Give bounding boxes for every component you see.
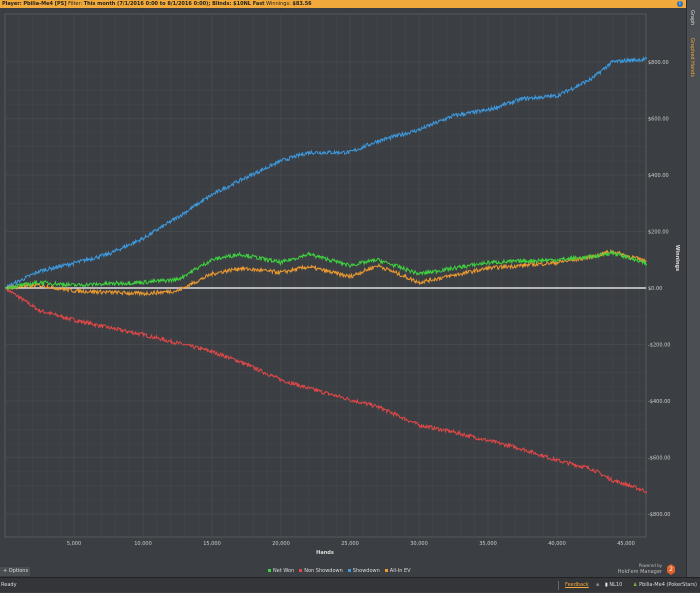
powered-by: Powered by Hold'em Manager <box>617 563 662 575</box>
filter-bar: Player: Pbilia-Me4 [PS] Filter: This mon… <box>0 0 686 8</box>
legend-net-won[interactable]: Net Won <box>268 568 294 574</box>
options-button[interactable]: + Options <box>0 567 30 576</box>
tab-graph[interactable]: Graph <box>689 10 695 26</box>
info-icon[interactable]: i <box>677 1 683 7</box>
tab-graphed-hands[interactable]: Graphed Hands <box>689 38 695 77</box>
options-label: Options <box>8 568 29 574</box>
filter-value[interactable]: This month (7/1/2016 0:00 to 8/1/2016 0:… <box>83 1 265 7</box>
y-tick-label: -$400.00 <box>648 399 670 405</box>
series-line-non-showdown <box>4 287 648 495</box>
winnings-value: $83.56 <box>292 1 312 7</box>
y-axis-label: Winnings <box>674 245 680 271</box>
chart-legend: Net Won Non Showdown Showdown All-In EV <box>268 568 411 574</box>
legend-non-showdown[interactable]: Non Showdown <box>299 568 343 574</box>
filter-label: Filter: <box>68 1 83 7</box>
x-tick-label: 10,000 <box>134 541 152 547</box>
plot-area <box>4 13 647 538</box>
winnings-chart: 5,000 10,000 15,000 20,000 25,000 30,000 35,00… <box>4 13 680 556</box>
status-bar: Ready Feedback ▪ ▮ NL10 ♟ Pbilia-Me4 (Po… <box>0 577 700 592</box>
series-line-all-in-ev <box>4 248 647 297</box>
y-tick-label: $0.00 <box>648 286 662 292</box>
legend-showdown[interactable]: Showdown <box>347 568 380 574</box>
series-line-showdown <box>4 55 648 290</box>
y-tick-label: $600.00 <box>648 117 669 123</box>
x-tick-label: 5,000 <box>67 541 81 547</box>
series-line-net-won <box>4 249 648 291</box>
winnings-label: Winnings: <box>266 1 291 7</box>
status-text: Ready <box>1 582 17 588</box>
side-tabs: Graph Graphed Hands <box>686 0 700 577</box>
feedback-link[interactable]: Feedback <box>565 582 589 588</box>
y-tick-label: $400.00 <box>648 173 669 179</box>
y-tick-label: -$200.00 <box>648 343 670 349</box>
player-icon: ♟ <box>633 582 638 588</box>
x-tick-label: 35,000 <box>479 541 497 547</box>
player-indicator[interactable]: ♟ Pbilia-Me4 (PokerStars) <box>633 582 697 588</box>
player-label: Player: <box>2 1 22 7</box>
x-axis-label: Hands <box>316 550 334 556</box>
y-tick-label: $800.00 <box>648 60 669 66</box>
x-tick-label: 30,000 <box>410 541 428 547</box>
x-tick-label: 15,000 <box>203 541 221 547</box>
card-icon: ▮ <box>605 582 608 588</box>
x-tick-label: 25,000 <box>341 541 359 547</box>
chat-icon[interactable]: ▪ <box>596 582 600 588</box>
hm2-logo: 2 <box>667 564 675 575</box>
x-tick-label: 45,000 <box>617 541 635 547</box>
limit-indicator[interactable]: ▮ NL10 <box>605 582 623 588</box>
y-tick-label: -$600.00 <box>648 456 670 462</box>
legend-all-in-ev[interactable]: All-In EV <box>384 568 411 574</box>
graph-panel: 5,000 10,000 15,000 20,000 25,000 30,000 35,00… <box>0 8 686 577</box>
y-tick-label: -$800.00 <box>648 512 670 518</box>
y-tick-label: $200.00 <box>648 230 669 236</box>
x-tick-label: 20,000 <box>272 541 290 547</box>
x-tick-label: 40,000 <box>548 541 566 547</box>
player-name[interactable]: Pbilia-Me4 [PS] <box>23 1 67 7</box>
